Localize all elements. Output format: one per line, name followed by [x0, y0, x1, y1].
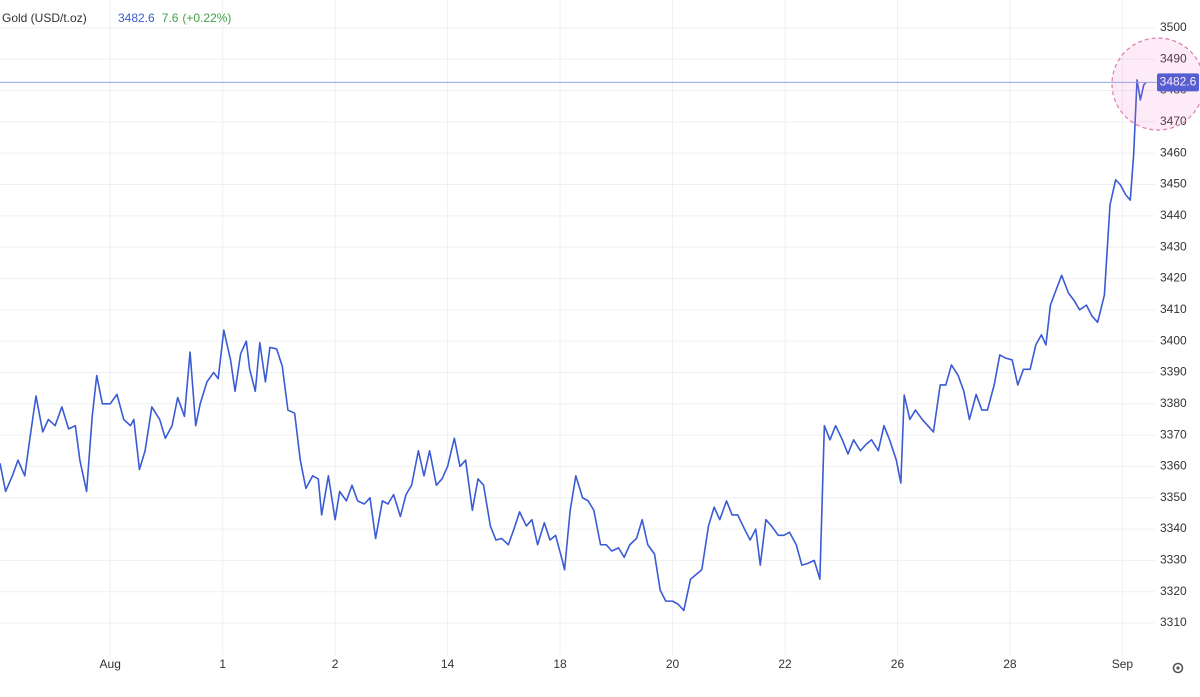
y-tick-label: 3460	[1160, 145, 1187, 159]
y-tick-label: 3380	[1160, 396, 1187, 410]
gear[interactable]	[1172, 662, 1184, 674]
y-tick-label: 3370	[1160, 427, 1187, 441]
y-tick-label: 3320	[1160, 584, 1187, 598]
highlight-circle	[1111, 37, 1200, 131]
y-tick-label: 3420	[1160, 271, 1187, 285]
last-value-badge	[1157, 73, 1199, 92]
x-tick-label: Aug	[100, 657, 121, 671]
x-tick-label: 20	[666, 657, 680, 671]
y-tick-label: 3440	[1160, 208, 1187, 222]
y-tick-label: 3500	[1160, 20, 1187, 34]
grid	[0, 0, 1155, 655]
x-tick-label: 14	[441, 657, 455, 671]
y-tick-label: 3400	[1160, 333, 1187, 347]
last-value: 3482.6	[118, 11, 155, 25]
last-value-label: 3482.6	[1160, 75, 1197, 89]
y-tick-label: 3350	[1160, 490, 1187, 504]
y-tick-label: 3430	[1160, 239, 1187, 253]
y-tick-label: 3390	[1160, 365, 1187, 379]
y-tick-label: 3450	[1160, 177, 1187, 191]
y-tick-label: 3490	[1160, 51, 1187, 65]
change-percent: (+0.22%)	[182, 11, 231, 25]
y-tick-label: 3310	[1160, 615, 1187, 629]
x-tick-label: 2	[332, 657, 339, 671]
y-tick-label: 3340	[1160, 521, 1187, 535]
y-tick-label: 3410	[1160, 302, 1187, 316]
gear-hub[interactable]	[1176, 666, 1180, 670]
y-tick-label: 3330	[1160, 553, 1187, 567]
plot	[0, 79, 1157, 612]
x-tick-label: 26	[891, 657, 905, 671]
x-tick-label: 22	[778, 657, 792, 671]
chart-title: Gold (USD/t.oz)	[2, 11, 87, 25]
price-line	[0, 79, 1147, 612]
x-tick-label: 1	[219, 657, 226, 671]
x-tick-label: Sep	[1112, 657, 1134, 671]
x-tick-label: 28	[1003, 657, 1017, 671]
y-tick-label: 3360	[1160, 459, 1187, 473]
settings-icon[interactable]	[1172, 662, 1184, 674]
change: 7.6	[162, 11, 179, 25]
x-tick-label: 18	[553, 657, 567, 671]
